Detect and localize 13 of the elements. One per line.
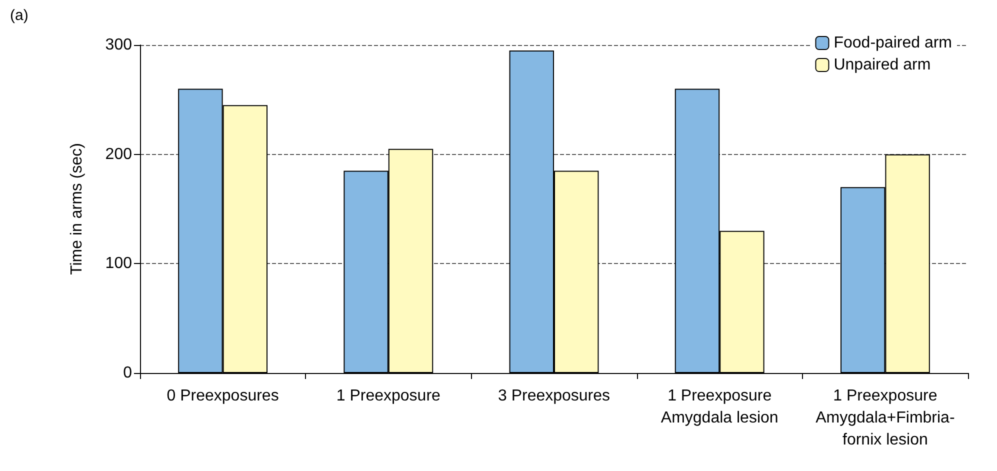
y-tick-label: 200	[105, 146, 132, 163]
y-axis-title: Time in arms (sec)	[68, 143, 86, 275]
x-tick-label: 1 Preexposure	[336, 388, 441, 404]
y-tick-label: 100	[105, 255, 132, 272]
x-tick-label: 3 Preexposures	[498, 388, 610, 404]
y-tick-label: 300	[105, 36, 132, 54]
x-tick-label: 0 Preexposures	[166, 388, 279, 404]
legend-label: Food-paired arm	[834, 34, 952, 52]
x-tick-label: 1 Preexposure Amygdala lesion	[660, 388, 778, 426]
text: (a)	[10, 7, 28, 24]
x-tick-label: 1 Preexposure Amygdala+Fimbria- fornix lesion	[816, 388, 955, 448]
y-tick-label: 0	[123, 364, 132, 382]
legend-label: Unpaired arm	[834, 56, 931, 74]
